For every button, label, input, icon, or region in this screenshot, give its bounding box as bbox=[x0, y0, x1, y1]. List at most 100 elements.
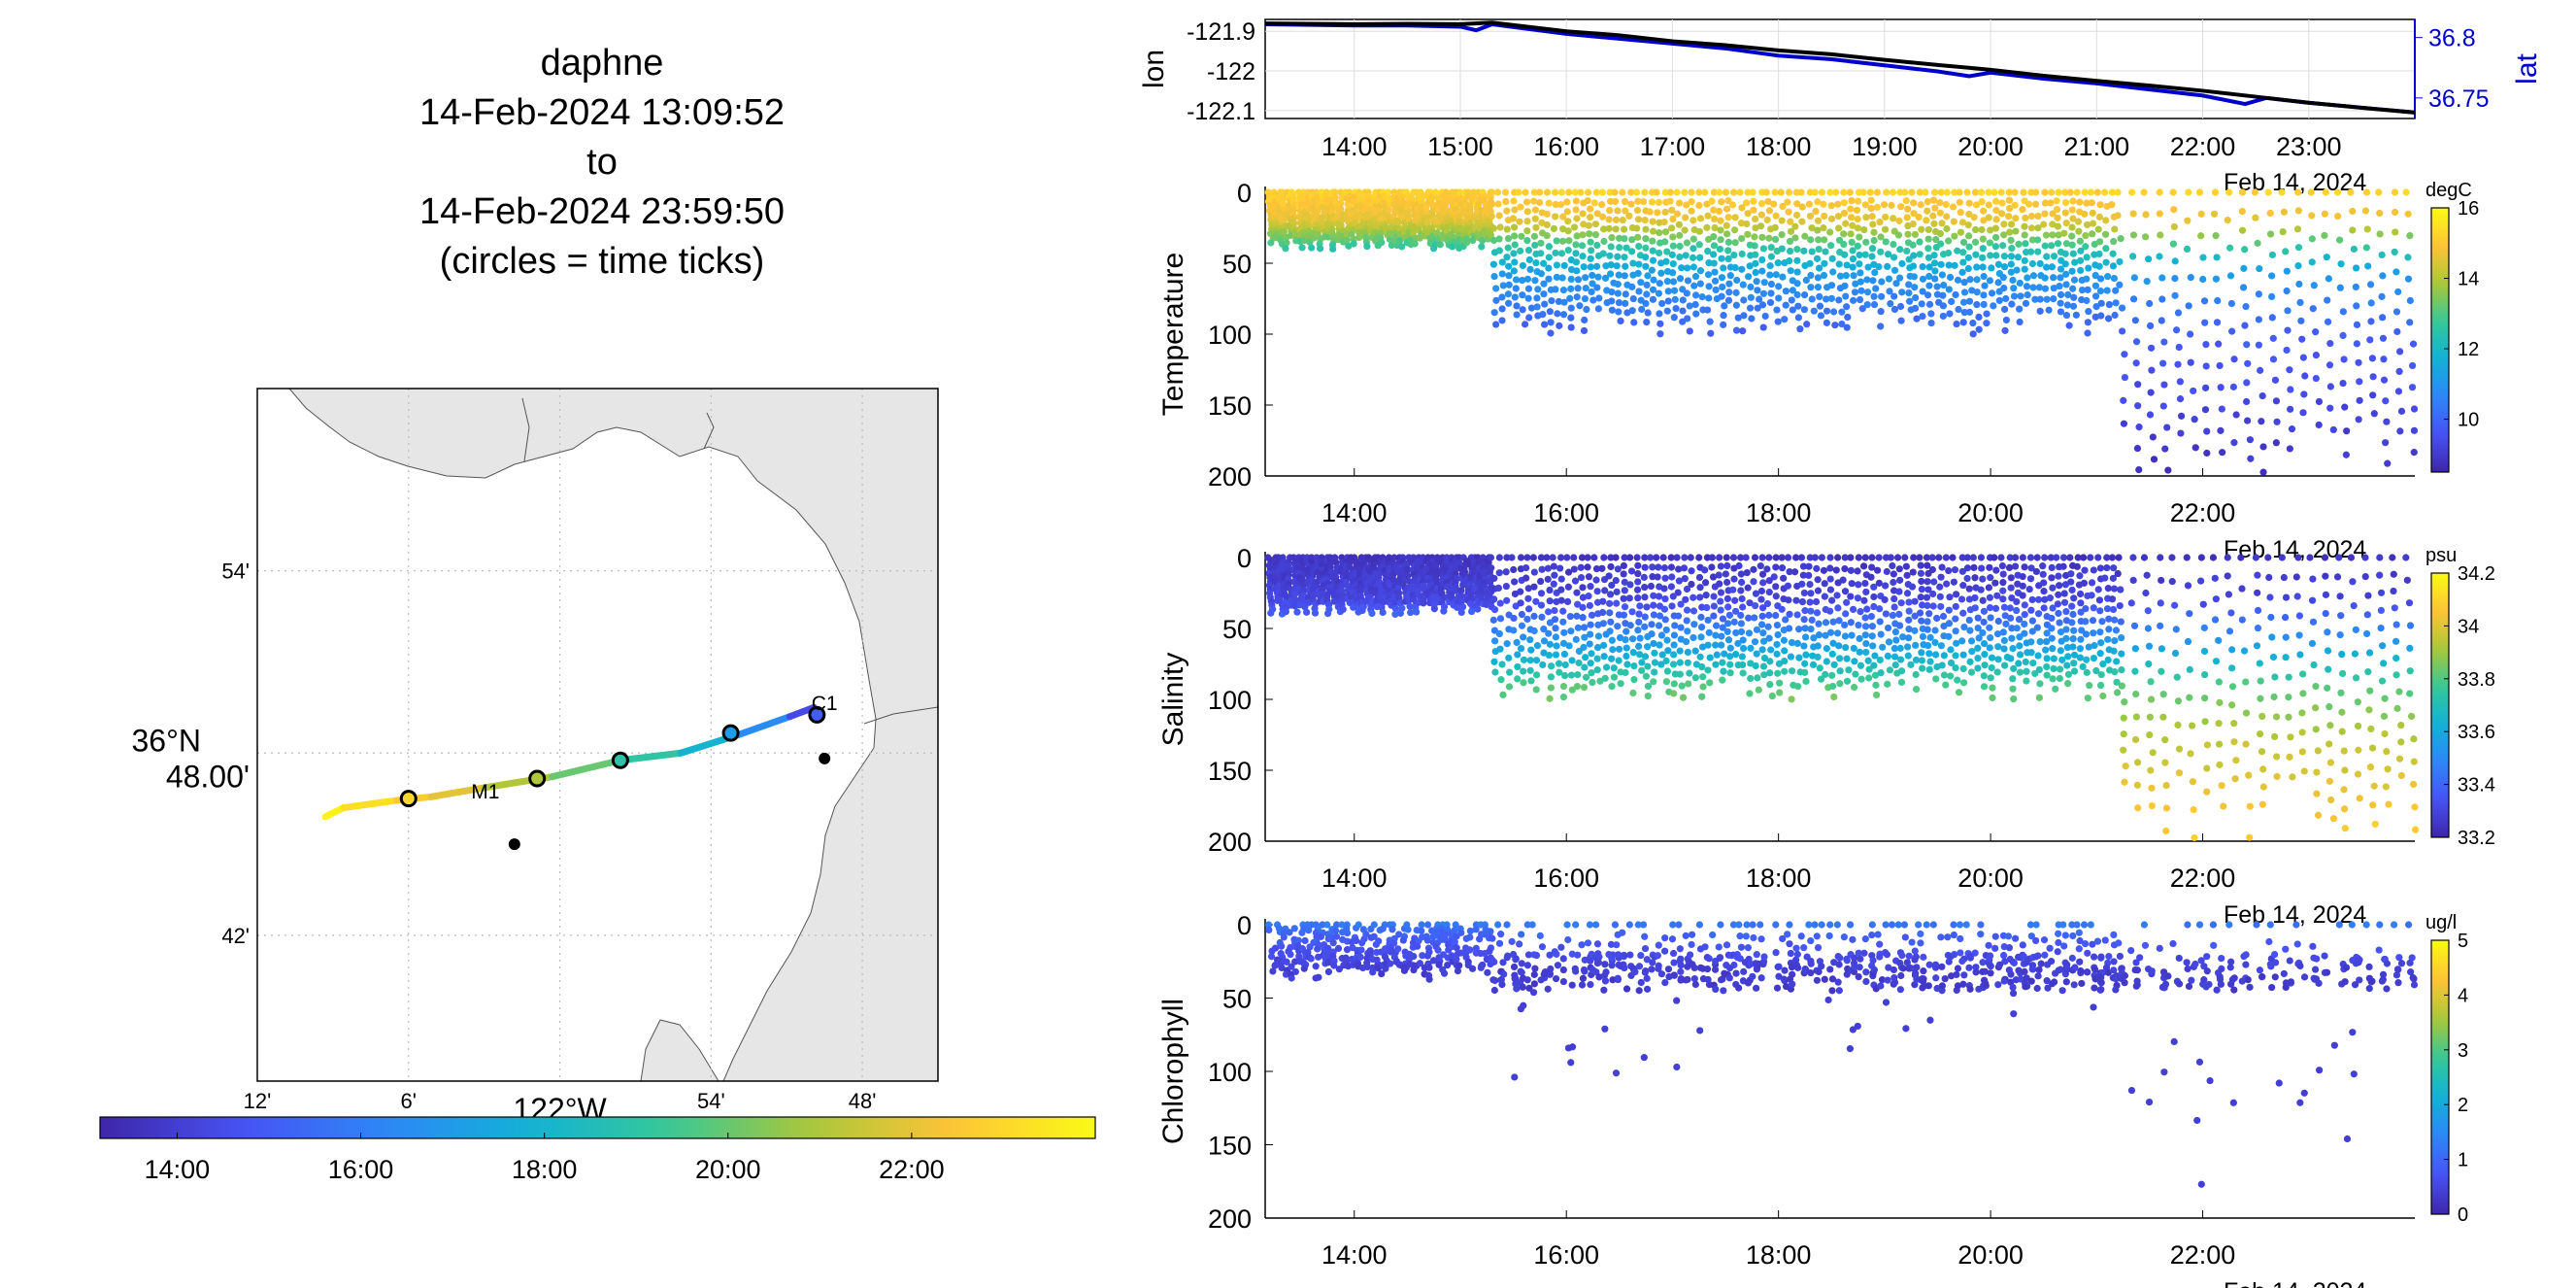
temperature-data-point bbox=[1753, 278, 1760, 286]
temperature-data-point bbox=[1732, 326, 1741, 334]
salinity-data-point bbox=[1847, 554, 1855, 561]
temperature-data-point bbox=[1489, 260, 1497, 268]
salinity-data-point bbox=[1925, 650, 1933, 658]
temperature-data-point bbox=[2027, 188, 2035, 196]
temperature-data-point bbox=[2295, 280, 2303, 288]
temperature-data-point bbox=[1630, 319, 1638, 326]
salinity-data-point bbox=[2282, 593, 2291, 601]
temperature-data-point bbox=[1492, 285, 1500, 292]
salinity-data-point bbox=[1993, 592, 2001, 599]
temperature-data-point bbox=[1910, 252, 1918, 259]
salinity-data-point bbox=[2392, 654, 2400, 662]
temperature-data-point bbox=[1877, 308, 1885, 316]
temperature-data-point bbox=[1739, 327, 1747, 335]
salinity-data-point bbox=[2099, 692, 2107, 700]
temperature-data-point bbox=[2185, 188, 2192, 196]
temperature-data-point bbox=[1556, 200, 1565, 209]
salinity-data-point bbox=[1633, 554, 1641, 561]
chlorophyll-data-point bbox=[1532, 951, 1541, 960]
salinity-data-point bbox=[1634, 642, 1643, 650]
temperature-data-point bbox=[1840, 240, 1848, 249]
temperature-data-point bbox=[1572, 197, 1580, 205]
salinity-data-point bbox=[1947, 672, 1955, 680]
temperature-data-point bbox=[1540, 290, 1548, 298]
temperature-data-point bbox=[2146, 299, 2154, 308]
salinity-data-point bbox=[2314, 747, 2322, 755]
salinity-data-point bbox=[1566, 612, 1574, 621]
temperature-data-point bbox=[1530, 232, 1539, 240]
salinity-data-point bbox=[1770, 573, 1778, 581]
chlorophyll-data-point bbox=[1503, 921, 1511, 929]
temperature-data-point bbox=[1808, 295, 1816, 303]
temperature-data-point bbox=[2229, 383, 2237, 390]
salinity-data-point bbox=[1567, 627, 1575, 635]
salinity-data-point bbox=[1644, 682, 1653, 691]
temperature-data-point bbox=[1540, 321, 1549, 328]
temperature-data-point bbox=[2199, 254, 2207, 261]
temperature-data-point bbox=[2042, 231, 2051, 239]
chlorophyll-data-point bbox=[1536, 932, 1544, 939]
temperature-data-point bbox=[1758, 233, 1766, 241]
temperature-data-point bbox=[1676, 231, 1684, 239]
temperature-data-point bbox=[1841, 282, 1849, 289]
chlorophyll-data-point bbox=[1775, 972, 1783, 980]
temperature-data-point bbox=[2336, 284, 2344, 291]
temperature-data-point bbox=[2171, 257, 2179, 265]
salinity-data-point bbox=[2209, 554, 2218, 561]
temperature-data-point bbox=[1896, 274, 1904, 282]
temperature-data-point bbox=[1778, 217, 1786, 224]
salinity-data-point bbox=[1729, 586, 1737, 593]
temperature-data-point bbox=[1488, 213, 1495, 220]
temperature-data-point bbox=[1835, 260, 1843, 268]
temperature-data-point bbox=[1883, 188, 1890, 196]
temperature-data-point bbox=[1634, 197, 1642, 205]
temperature-data-point bbox=[1643, 281, 1651, 289]
salinity-data-point bbox=[2019, 554, 2026, 561]
temperature-data-point bbox=[1608, 297, 1616, 305]
temperature-data-point bbox=[1752, 215, 1759, 223]
salinity-data-point bbox=[1649, 573, 1656, 581]
salinity-data-point bbox=[2361, 573, 2369, 581]
chlorophyll-data-point bbox=[1613, 941, 1621, 949]
chlorophyll-data-point bbox=[1611, 921, 1620, 929]
salinity-data-point bbox=[1517, 599, 1524, 607]
temperature-data-point bbox=[1998, 210, 2006, 218]
salinity-data-point bbox=[1758, 554, 1766, 561]
salinity-data-point bbox=[2191, 833, 2198, 842]
temperature-data-point bbox=[2363, 225, 2371, 233]
salinity-data-point bbox=[2225, 591, 2233, 598]
temperature-data-point bbox=[1931, 275, 1939, 283]
temperature-data-point bbox=[1656, 249, 1663, 257]
temperature-data-point bbox=[1724, 247, 1732, 254]
temperature-data-point bbox=[2008, 244, 2016, 253]
mooring-marker bbox=[819, 752, 831, 764]
salinity-data-point bbox=[2364, 592, 2372, 599]
temperature-data-point bbox=[1543, 232, 1551, 240]
temperature-data-point bbox=[1628, 283, 1636, 290]
salinity-data-point bbox=[1881, 595, 1889, 604]
temperature-data-point bbox=[2096, 238, 2104, 246]
salinity-data-point bbox=[1986, 603, 1994, 612]
temperature-data-point bbox=[2091, 292, 2100, 300]
salinity-data-point bbox=[1818, 554, 1825, 561]
temperature-data-point bbox=[1957, 228, 1964, 236]
temperature-data-point bbox=[2135, 465, 2143, 474]
salinity-data-point bbox=[2378, 677, 2387, 685]
salinity-data-point bbox=[1650, 601, 1657, 609]
temperature-data-point bbox=[2238, 226, 2247, 234]
salinity-data-point bbox=[1648, 630, 1656, 638]
salinity-data-point bbox=[1710, 593, 1718, 600]
salinity-data-point bbox=[2094, 554, 2102, 561]
temperature-data-point bbox=[1635, 288, 1643, 295]
temperature-data-point bbox=[2121, 373, 2129, 382]
chlorophyll-data-point bbox=[1855, 949, 1862, 957]
temperature-data-point bbox=[1877, 248, 1885, 255]
temperature-data-point bbox=[2016, 279, 2024, 288]
salinity-data-point bbox=[2158, 667, 2165, 675]
temperature-data-point bbox=[1669, 233, 1677, 241]
chlorophyll-data-point bbox=[1581, 956, 1589, 964]
chlorophyll-y-tick-label: 100 bbox=[1208, 1058, 1252, 1087]
salinity-data-point bbox=[2114, 569, 2122, 578]
temperature-data-point bbox=[2024, 290, 2031, 299]
temperature-data-point bbox=[1925, 300, 1934, 308]
